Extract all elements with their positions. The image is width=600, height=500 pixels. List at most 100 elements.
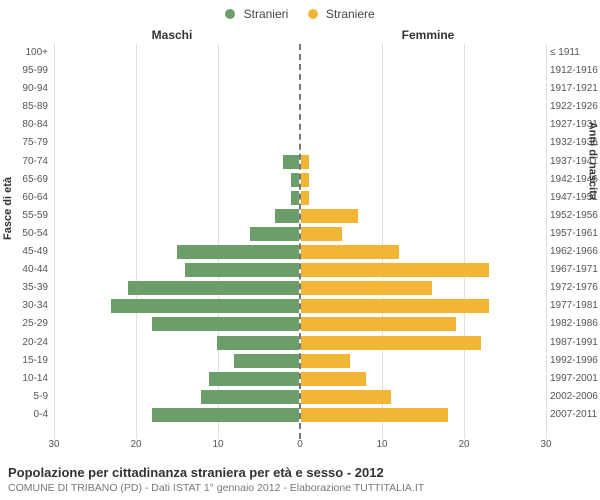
bar-female <box>301 336 481 350</box>
bar-female <box>301 227 342 241</box>
bar-female <box>301 299 489 313</box>
age-label: 75-79 <box>4 134 48 152</box>
year-label: 1977-1981 <box>550 297 600 315</box>
age-label: 100+ <box>4 44 48 62</box>
column-header-female: Femmine <box>310 28 546 42</box>
age-label: 85-89 <box>4 98 48 116</box>
table-row: 90-941917-1921 <box>54 80 546 98</box>
table-row: 75-791932-1936 <box>54 134 546 152</box>
year-label: ≤ 1911 <box>550 44 600 62</box>
year-label: 1942-1946 <box>550 171 600 189</box>
table-row: 10-141997-2001 <box>54 370 546 388</box>
age-label: 70-74 <box>4 153 48 171</box>
bar-female <box>301 372 366 386</box>
bar-female <box>301 354 350 368</box>
age-label: 60-64 <box>4 189 48 207</box>
age-label: 45-49 <box>4 243 48 261</box>
bar-female <box>301 317 456 331</box>
chart-source: COMUNE DI TRIBANO (PD) - Dati ISTAT 1° g… <box>8 482 592 494</box>
bar-female <box>301 209 358 223</box>
year-label: 2007-2011 <box>550 406 600 424</box>
age-label: 50-54 <box>4 225 48 243</box>
bar-male <box>185 263 299 277</box>
year-label: 1967-1971 <box>550 261 600 279</box>
age-label: 65-69 <box>4 171 48 189</box>
year-label: 1982-1986 <box>550 315 600 333</box>
bar-male <box>291 173 299 187</box>
year-label: 1952-1956 <box>550 207 600 225</box>
bar-male <box>291 191 299 205</box>
bar-female <box>301 263 489 277</box>
age-label: 0-4 <box>4 406 48 424</box>
x-tick: 20 <box>458 439 469 450</box>
bar-male <box>217 336 299 350</box>
year-label: 1972-1976 <box>550 279 600 297</box>
table-row: 0-42007-2011 <box>54 406 546 424</box>
age-label: 80-84 <box>4 116 48 134</box>
chart-title: Popolazione per cittadinanza straniera p… <box>8 465 592 480</box>
year-label: 1922-1926 <box>550 98 600 116</box>
legend-swatch-male <box>225 9 235 19</box>
table-row: 50-541957-1961 <box>54 225 546 243</box>
bar-male <box>275 209 300 223</box>
table-row: 80-841927-1931 <box>54 116 546 134</box>
chart-container: Stranieri Straniere Maschi Femmine Fasce… <box>0 0 600 500</box>
age-label: 55-59 <box>4 207 48 225</box>
bar-female <box>301 173 309 187</box>
legend-label-female: Straniere <box>326 7 375 21</box>
year-label: 1927-1931 <box>550 116 600 134</box>
age-label: 40-44 <box>4 261 48 279</box>
table-row: 20-241987-1991 <box>54 334 546 352</box>
x-tick: 0 <box>297 439 303 450</box>
legend-label-male: Stranieri <box>244 7 289 21</box>
bar-female <box>301 390 391 404</box>
table-row: 65-691942-1946 <box>54 171 546 189</box>
year-label: 1992-1996 <box>550 352 600 370</box>
bar-female <box>301 408 448 422</box>
table-row: 15-191992-1996 <box>54 352 546 370</box>
table-row: 5-92002-2006 <box>54 388 546 406</box>
year-label: 1917-1921 <box>550 80 600 98</box>
year-label: 2002-2006 <box>550 388 600 406</box>
age-label: 35-39 <box>4 279 48 297</box>
table-row: 60-641947-1951 <box>54 189 546 207</box>
bar-male <box>209 372 299 386</box>
legend-item-female: Straniere <box>308 6 375 21</box>
year-label: 1912-1916 <box>550 62 600 80</box>
x-tick: 10 <box>212 439 223 450</box>
legend: Stranieri Straniere <box>0 6 600 21</box>
bar-male <box>283 155 299 169</box>
plot-area: 100+≤ 191195-991912-191690-941917-192185… <box>54 44 546 439</box>
year-label: 1987-1991 <box>550 334 600 352</box>
age-label: 30-34 <box>4 297 48 315</box>
gridline <box>546 44 547 439</box>
legend-item-male: Stranieri <box>225 6 288 21</box>
column-header-male: Maschi <box>54 28 290 42</box>
bar-male <box>201 390 299 404</box>
age-label: 90-94 <box>4 80 48 98</box>
table-row: 95-991912-1916 <box>54 62 546 80</box>
age-label: 20-24 <box>4 334 48 352</box>
age-label: 15-19 <box>4 352 48 370</box>
bar-female <box>301 155 309 169</box>
x-tick: 20 <box>130 439 141 450</box>
bar-female <box>301 245 399 259</box>
bar-female <box>301 281 432 295</box>
age-label: 5-9 <box>4 388 48 406</box>
table-row: 40-441967-1971 <box>54 261 546 279</box>
year-label: 1947-1951 <box>550 189 600 207</box>
bar-male <box>250 227 299 241</box>
age-label: 95-99 <box>4 62 48 80</box>
table-row: 85-891922-1926 <box>54 98 546 116</box>
table-row: 25-291982-1986 <box>54 315 546 333</box>
age-label: 25-29 <box>4 315 48 333</box>
table-row: 45-491962-1966 <box>54 243 546 261</box>
footer: Popolazione per cittadinanza straniera p… <box>8 465 592 494</box>
x-tick: 10 <box>376 439 387 450</box>
bar-female <box>301 191 309 205</box>
table-row: 30-341977-1981 <box>54 297 546 315</box>
legend-swatch-female <box>308 9 318 19</box>
year-label: 1962-1966 <box>550 243 600 261</box>
x-axis: 3020100102030 <box>54 439 546 453</box>
bar-male <box>111 299 299 313</box>
